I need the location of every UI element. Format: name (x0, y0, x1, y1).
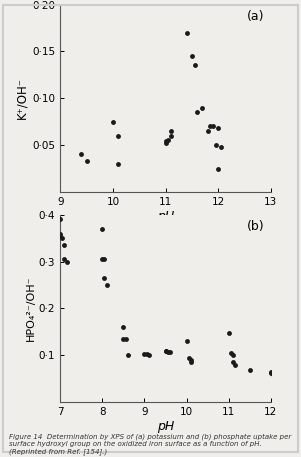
Point (219, 143, 223, 151)
Y-axis label: K⁺/OH⁻: K⁺/OH⁻ (15, 77, 28, 119)
Y-axis label: HPO₄²⁻/OH⁻: HPO₄²⁻/OH⁻ (26, 276, 36, 341)
Point (268, 368, 273, 375)
Point (64, 258, 69, 265)
Point (169, 132, 173, 139)
Point (216, 165, 221, 172)
Point (62, 242, 67, 249)
X-axis label: pH: pH (157, 420, 174, 433)
Point (184, 338, 189, 345)
Point (146, 352, 151, 359)
Point (84, 157, 89, 165)
Point (58, 230, 63, 237)
Point (216, 125, 221, 132)
Point (231, 352, 235, 359)
Point (110, 118, 115, 125)
Point (165, 348, 170, 355)
Point (226, 329, 231, 336)
Point (205, 128, 210, 135)
Point (189, 53, 194, 60)
Point (186, 354, 191, 361)
Point (121, 324, 126, 331)
Point (121, 335, 126, 343)
Point (62, 255, 67, 263)
Point (268, 369, 273, 377)
Point (102, 255, 107, 263)
Point (142, 351, 147, 358)
Point (123, 335, 128, 343)
Point (116, 160, 120, 167)
Point (104, 282, 109, 289)
Point (79, 151, 84, 158)
Point (58, 232, 63, 239)
Text: Figure 14  Determination by XPS of (a) potassium and (b) phosphate uptake per su: Figure 14 Determination by XPS of (a) po… (9, 433, 291, 455)
Point (60, 234, 65, 242)
Point (102, 274, 107, 282)
Point (144, 351, 149, 358)
Point (169, 128, 173, 135)
Point (58, 216, 63, 223)
Point (200, 104, 205, 111)
Point (163, 347, 168, 354)
Point (271, 370, 275, 377)
Point (231, 359, 235, 366)
Point (208, 122, 213, 130)
Point (116, 132, 120, 139)
Point (184, 29, 189, 36)
Point (188, 356, 193, 364)
X-axis label: pH: pH (157, 210, 174, 223)
Point (100, 225, 105, 233)
Point (192, 62, 197, 69)
Point (125, 352, 130, 359)
Point (228, 349, 233, 356)
Point (213, 142, 218, 149)
Point (210, 122, 215, 130)
Text: (a): (a) (247, 10, 265, 23)
Text: (b): (b) (247, 220, 265, 234)
Point (100, 255, 105, 263)
Point (163, 139, 168, 147)
Point (167, 348, 172, 355)
Point (163, 138, 168, 145)
Point (233, 361, 237, 368)
Point (166, 137, 171, 144)
Point (163, 347, 168, 354)
Point (195, 109, 200, 116)
Point (188, 359, 193, 366)
Point (247, 367, 252, 374)
